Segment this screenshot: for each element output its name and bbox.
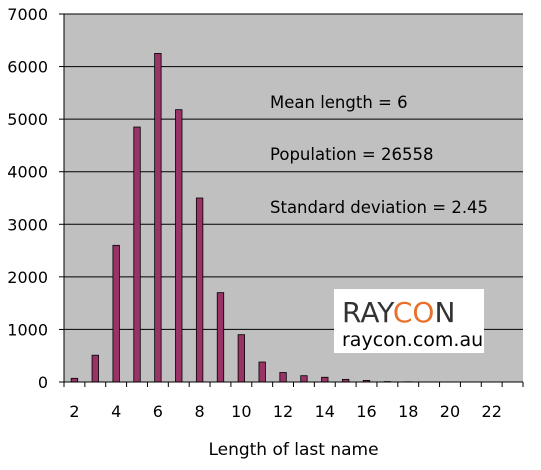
bar — [259, 362, 266, 382]
x-axis-title: Length of last name — [208, 440, 378, 460]
y-tick-label: 4000 — [7, 163, 48, 182]
raycon-logo: RAYCON raycon.com.au — [334, 289, 484, 353]
y-tick-label: 7000 — [7, 5, 48, 24]
x-tick-label: 2 — [69, 402, 79, 421]
logo-url: raycon.com.au — [342, 329, 483, 351]
x-tick-label: 18 — [398, 402, 418, 421]
y-tick-label: 1000 — [7, 320, 48, 339]
logo-brand-segment: CO — [393, 296, 435, 329]
bar — [71, 378, 78, 382]
bar — [238, 335, 245, 382]
x-tick-label: 12 — [273, 402, 293, 421]
x-tick-label: 8 — [195, 402, 205, 421]
y-tick-label: 5000 — [7, 110, 48, 129]
x-tick-label: 20 — [440, 402, 460, 421]
x-tick-label: 4 — [111, 402, 121, 421]
bar — [301, 376, 308, 382]
logo-brand-segment: N — [434, 296, 455, 329]
x-tick-labels: 2 4 6 8 10 12 14 16 18 20 22 — [69, 402, 502, 421]
bar — [113, 245, 120, 382]
y-tick-label: 2000 — [7, 268, 48, 287]
y-tick-label: 0 — [38, 373, 48, 392]
annotation-std-dev: Standard deviation = 2.45 — [270, 198, 488, 217]
bar — [280, 373, 287, 382]
bar — [134, 127, 141, 382]
x-tick-label: 10 — [231, 402, 251, 421]
bar — [176, 110, 183, 382]
y-tick-label: 3000 — [7, 215, 48, 234]
bar — [322, 377, 329, 382]
x-tick-label: 6 — [153, 402, 163, 421]
y-tick-labels: 0 1000 2000 3000 4000 5000 6000 7000 — [7, 5, 48, 392]
bar — [196, 198, 203, 382]
annotation-population: Population = 26558 — [270, 145, 434, 164]
y-tick-label: 6000 — [7, 58, 48, 77]
bar — [92, 355, 99, 382]
logo-brand-segment: RAY — [342, 296, 395, 329]
x-tick-label: 14 — [315, 402, 335, 421]
bar — [155, 53, 162, 382]
logo-brand-text: RAYCON — [342, 296, 455, 329]
annotation-mean: Mean length = 6 — [270, 93, 408, 112]
x-tick-label: 22 — [482, 402, 502, 421]
bar — [217, 293, 224, 382]
x-tick-label: 16 — [356, 402, 376, 421]
